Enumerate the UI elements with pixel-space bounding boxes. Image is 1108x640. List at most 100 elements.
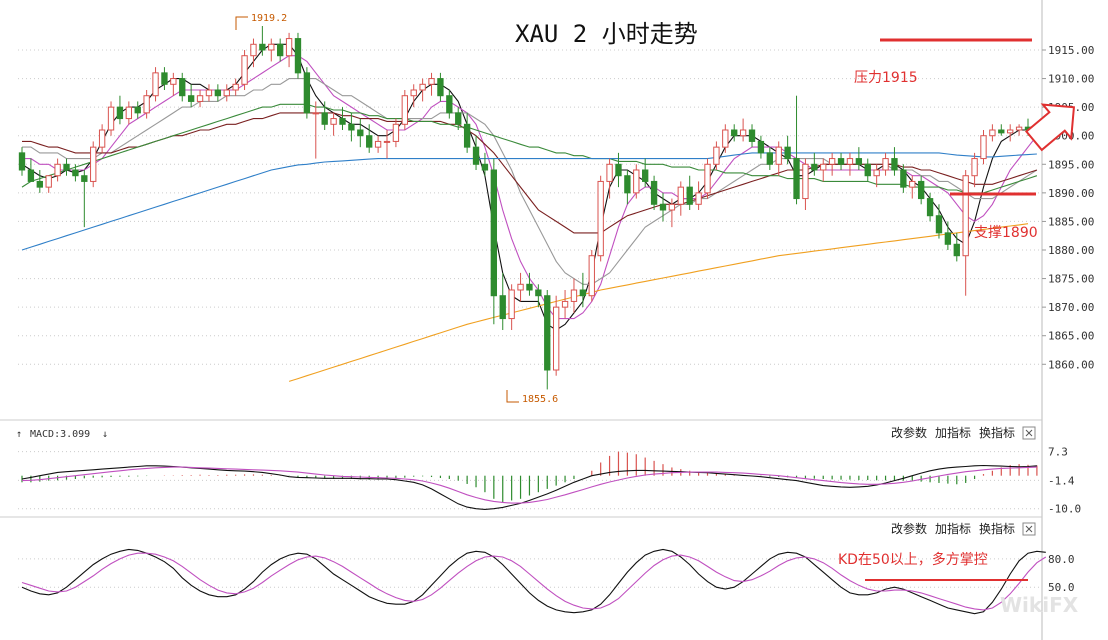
- ma-line-ma-long-1: [22, 112, 1038, 234]
- kd-grid: [18, 558, 1042, 588]
- macd-close-button[interactable]: [1022, 426, 1036, 440]
- candle-body: [659, 203, 667, 211]
- macd-dea-line: [21, 466, 1037, 504]
- candle-body: [731, 129, 738, 137]
- macd-add-indicator-button[interactable]: 加指标: [935, 425, 971, 440]
- candle: [481, 152, 489, 176]
- candle: [855, 147, 863, 170]
- candle: [98, 124, 106, 153]
- y-tick-label: 1875.00: [1048, 273, 1094, 286]
- candle-body: [873, 169, 880, 177]
- candle: [54, 158, 61, 182]
- kd-add-indicator-button[interactable]: 加指标: [935, 521, 971, 536]
- candle-body: [437, 78, 444, 97]
- y-tick-label: 1870.00: [1048, 301, 1094, 314]
- candle-body: [161, 72, 168, 85]
- candle-body: [205, 89, 213, 97]
- candle-body: [891, 158, 898, 171]
- candle: [259, 26, 266, 56]
- ma-line-ma-long-2: [21, 103, 1038, 194]
- candle: [232, 78, 239, 96]
- candle: [570, 278, 578, 313]
- candle-body: [837, 158, 845, 165]
- candle: [330, 112, 337, 136]
- candle-body: [784, 146, 791, 160]
- candle: [561, 290, 569, 319]
- candle-body: [72, 169, 79, 177]
- macd-axis-labels: 7.3 -1.4 -10.0: [1048, 446, 1081, 516]
- candle: [739, 118, 747, 142]
- y-tick-label: 50.0: [1048, 581, 1075, 594]
- candle-body: [366, 135, 373, 148]
- candle: [499, 272, 506, 330]
- resistance-label: 压力1915: [854, 70, 918, 86]
- macd-change-params-button[interactable]: 改参数: [891, 425, 927, 440]
- candle-body: [686, 186, 693, 205]
- candle: [277, 38, 284, 62]
- candle-body: [250, 43, 257, 57]
- kd-close-button[interactable]: [1022, 522, 1036, 536]
- candle: [312, 101, 319, 159]
- kd-switch-indicator-button[interactable]: 换指标: [979, 521, 1015, 536]
- candle-body: [739, 129, 747, 137]
- candle: [90, 141, 97, 188]
- candle: [321, 101, 328, 130]
- y-tick-label: 1880.00: [1048, 244, 1094, 257]
- macd-up-arrow-icon: ↑: [16, 429, 22, 440]
- kd-change-params-button[interactable]: 改参数: [891, 521, 927, 536]
- candle: [223, 84, 230, 102]
- candle: [107, 101, 115, 136]
- candle: [722, 124, 729, 153]
- candle: [820, 158, 827, 182]
- candle: [366, 124, 373, 153]
- candle-body: [820, 163, 827, 171]
- candle: [27, 158, 35, 182]
- kd-axis-labels: 80.0 50.0: [1048, 553, 1075, 594]
- candle: [606, 158, 613, 199]
- candle-body: [348, 123, 355, 131]
- candle-body: [312, 112, 319, 115]
- candle-body: [793, 158, 800, 200]
- candle: [828, 152, 836, 176]
- candle-body: [116, 106, 124, 120]
- trend-arrow-icon: [1024, 103, 1076, 152]
- macd-header: ↑ MACD:3.099 ↓: [16, 429, 108, 440]
- candle-body: [998, 129, 1005, 134]
- candle-body: [81, 175, 88, 182]
- candle-body: [855, 158, 863, 165]
- candle-body: [339, 118, 346, 125]
- y-tick-label: 1865.00: [1048, 330, 1094, 343]
- candle: [170, 72, 177, 96]
- candle: [846, 152, 854, 176]
- candle-body: [499, 295, 506, 320]
- candle-body: [650, 180, 658, 205]
- candle-body: [490, 169, 498, 297]
- candle-body: [90, 146, 97, 182]
- candle-body: [374, 140, 382, 148]
- candle: [179, 72, 186, 102]
- candle: [837, 152, 845, 170]
- candle: [463, 112, 471, 153]
- candle: [704, 158, 711, 199]
- y-tick-label: -1.4: [1048, 474, 1075, 487]
- candle: [526, 272, 533, 296]
- candle: [285, 32, 293, 68]
- candle: [143, 90, 150, 119]
- candle-body: [570, 289, 578, 302]
- macd-switch-indicator-button[interactable]: 换指标: [979, 425, 1015, 440]
- candle-body: [214, 89, 222, 97]
- kd-d-line: [21, 552, 1047, 611]
- candle-body: [107, 106, 115, 131]
- candle-body: [668, 203, 676, 211]
- candle: [116, 95, 124, 125]
- candle: [303, 67, 311, 119]
- candle-body: [748, 129, 756, 142]
- candle: [633, 164, 640, 199]
- candle-body: [757, 140, 765, 154]
- candle: [161, 67, 168, 90]
- candle-body: [695, 192, 702, 205]
- candle-body: [552, 306, 560, 371]
- high-marker: 1919.2: [235, 13, 287, 30]
- candle-body: [917, 180, 925, 200]
